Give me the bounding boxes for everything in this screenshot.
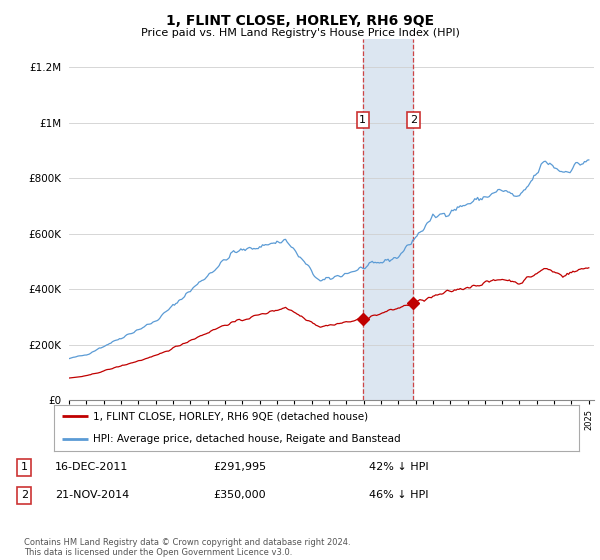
Text: 21-NOV-2014: 21-NOV-2014 <box>55 490 130 500</box>
Text: £291,995: £291,995 <box>214 462 267 472</box>
Text: 1: 1 <box>359 115 367 125</box>
Text: 2: 2 <box>20 490 28 500</box>
Text: Price paid vs. HM Land Registry's House Price Index (HPI): Price paid vs. HM Land Registry's House … <box>140 28 460 38</box>
Bar <box>363 39 413 400</box>
Text: 42% ↓ HPI: 42% ↓ HPI <box>369 462 429 472</box>
Text: 1: 1 <box>20 462 28 472</box>
Text: 16-DEC-2011: 16-DEC-2011 <box>55 462 128 472</box>
Text: £350,000: £350,000 <box>214 490 266 500</box>
Text: Contains HM Land Registry data © Crown copyright and database right 2024.
This d: Contains HM Land Registry data © Crown c… <box>24 538 350 557</box>
Text: HPI: Average price, detached house, Reigate and Banstead: HPI: Average price, detached house, Reig… <box>94 435 401 444</box>
Text: 46% ↓ HPI: 46% ↓ HPI <box>369 490 428 500</box>
Text: 1, FLINT CLOSE, HORLEY, RH6 9QE: 1, FLINT CLOSE, HORLEY, RH6 9QE <box>166 14 434 28</box>
Text: 1, FLINT CLOSE, HORLEY, RH6 9QE (detached house): 1, FLINT CLOSE, HORLEY, RH6 9QE (detache… <box>94 412 368 421</box>
Text: 2: 2 <box>410 115 417 125</box>
